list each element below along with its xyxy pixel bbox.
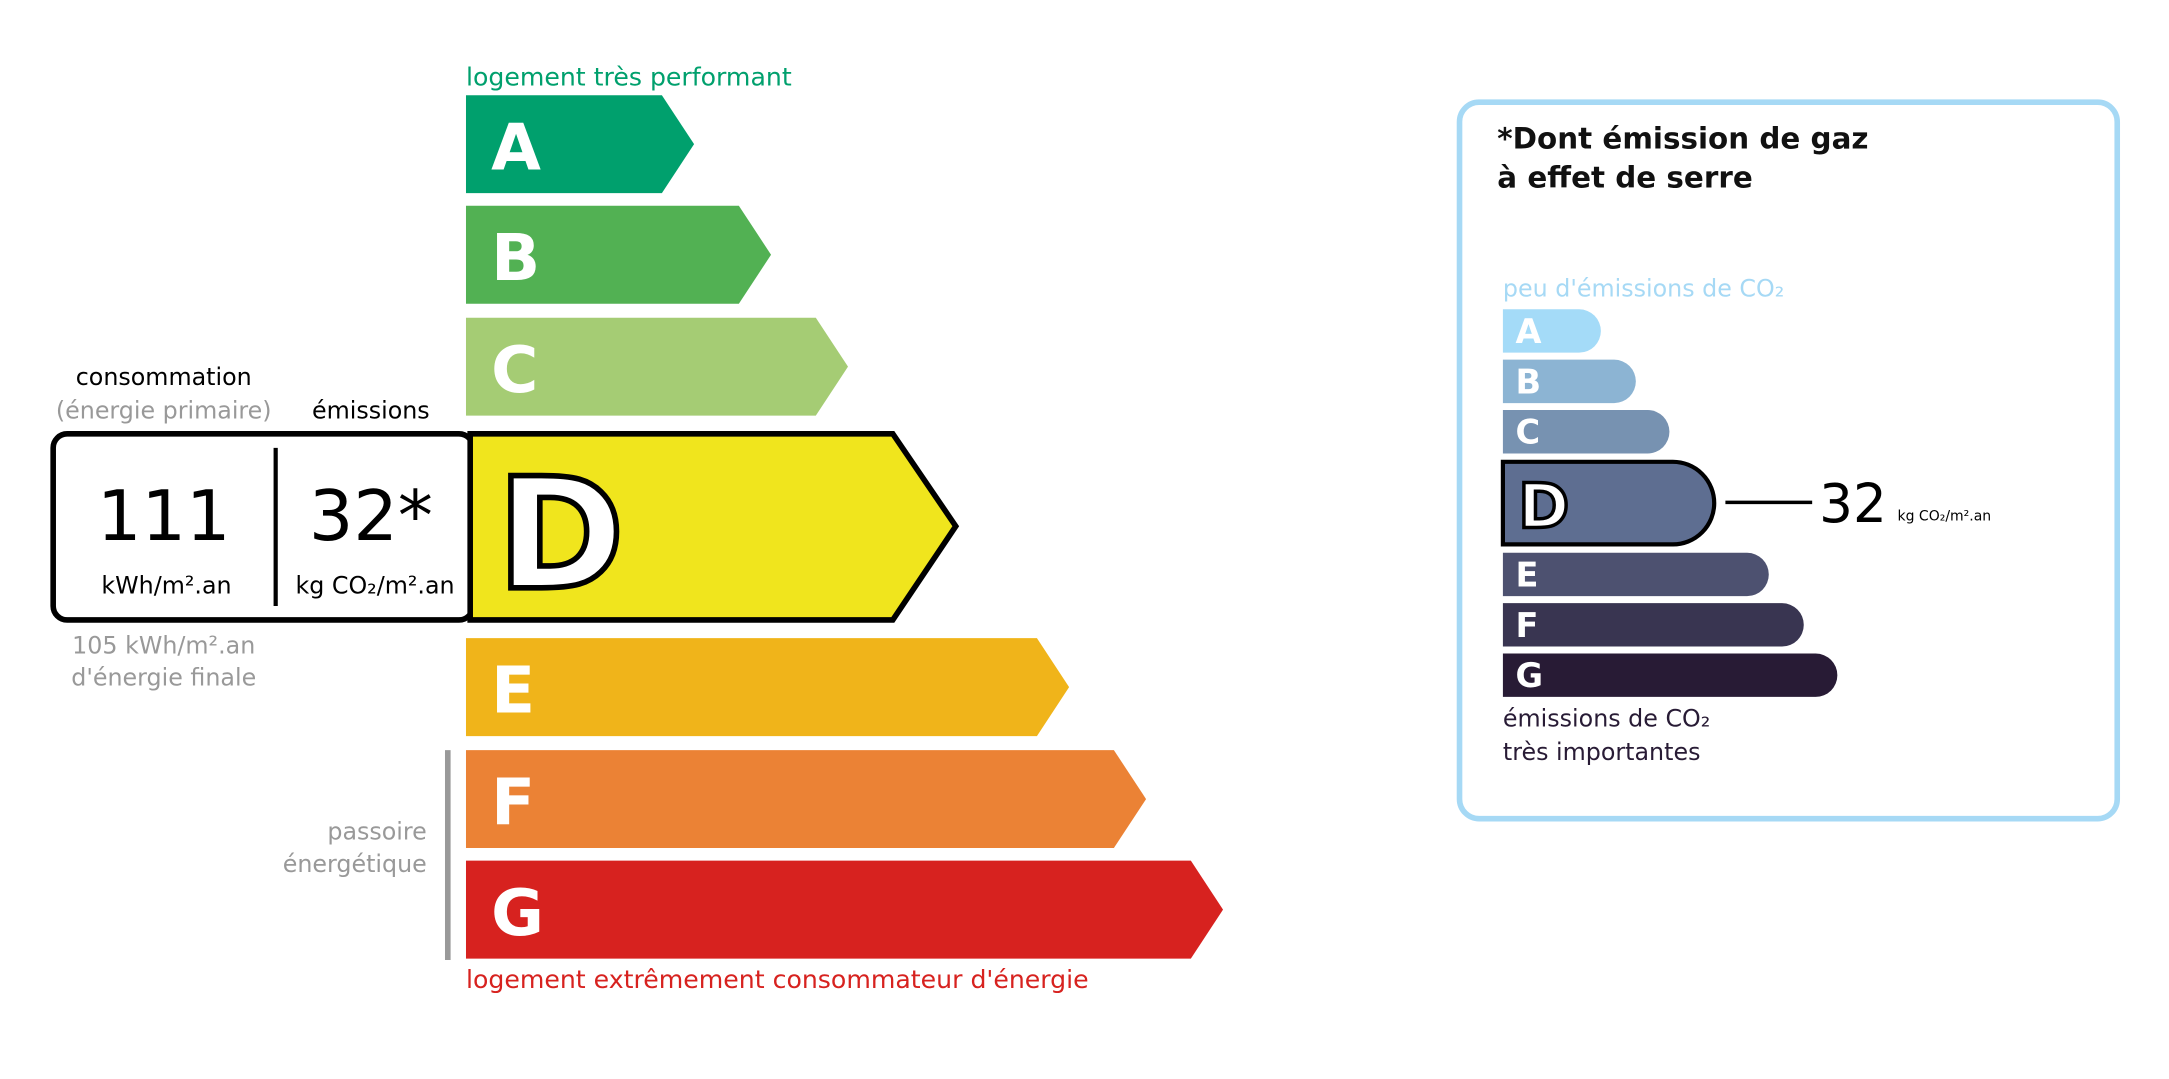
ghg-top-caption: peu d'émissions de CO₂ <box>1503 275 1784 303</box>
ghg-bar-f <box>1502 603 1804 647</box>
energy-bar-d <box>467 431 960 623</box>
consumption-unit: kWh/m².an <box>101 571 231 599</box>
ghg-letter-g: G <box>1516 656 1544 695</box>
ghg-unit: kg CO₂/m².an <box>1898 509 1992 525</box>
energy-bar-f <box>465 750 1147 849</box>
ghg-bar-b <box>1502 359 1636 404</box>
ghg-bar-c <box>1502 410 1670 454</box>
ghg-letter-a: A <box>1516 312 1542 351</box>
energy-bar-g <box>465 860 1224 959</box>
energy-bar-e <box>465 638 1070 737</box>
top-caption: logement très performant <box>466 62 792 91</box>
energy-bar-a <box>465 95 695 194</box>
ghg-bar-g <box>1502 653 1838 697</box>
ghg-title-1: *Dont émission de gaz <box>1497 121 1868 155</box>
ghg-title-2: à effet de serre <box>1497 161 1752 195</box>
emissions-label: émissions <box>312 396 430 424</box>
ghg-letter-c: C <box>1516 413 1541 452</box>
energy-bar-c <box>465 317 849 416</box>
energy-letter-g: G <box>491 876 544 951</box>
energy-letter-b: B <box>491 221 540 296</box>
ghg-bottom-caption-1: émissions de CO₂ <box>1503 704 1710 732</box>
passoire-label-1: passoire <box>327 818 426 846</box>
consumption-value: 111 <box>97 476 231 557</box>
ghg-bottom-caption-2: très importantes <box>1503 738 1701 766</box>
ghg-letter-f: F <box>1516 606 1539 645</box>
energy-bars: ABC EFG <box>465 95 1224 959</box>
ghg-bar-d <box>1500 459 1717 547</box>
ghg-value: 32 <box>1819 473 1887 535</box>
final-energy-label: d'énergie finale <box>71 664 256 692</box>
energy-letter-d: D <box>497 446 625 625</box>
ghg-letter-b: B <box>1516 362 1542 401</box>
energy-letter-f: F <box>491 765 535 840</box>
emissions-unit: kg CO₂/m².an <box>295 571 454 599</box>
energy-letter-a: A <box>491 110 541 185</box>
ghg-letter-d: D <box>1518 471 1569 543</box>
emissions-value: 32* <box>309 476 433 557</box>
consumption-label: consommation <box>76 363 252 391</box>
ghg-bar-e <box>1502 552 1769 597</box>
passoire-label-2: énergétique <box>283 850 427 878</box>
energy-letter-c: C <box>491 333 538 408</box>
bottom-caption: logement extrêmement consommateur d'éner… <box>466 965 1089 994</box>
final-energy-value: 105 kWh/m².an <box>72 632 255 660</box>
ghg-letter-e: E <box>1516 555 1539 594</box>
consumption-sublabel: (énergie primaire) <box>56 396 272 424</box>
energy-bar-b <box>465 205 772 304</box>
ghg-bar-a <box>1502 309 1601 353</box>
energy-letter-e: E <box>491 653 535 728</box>
